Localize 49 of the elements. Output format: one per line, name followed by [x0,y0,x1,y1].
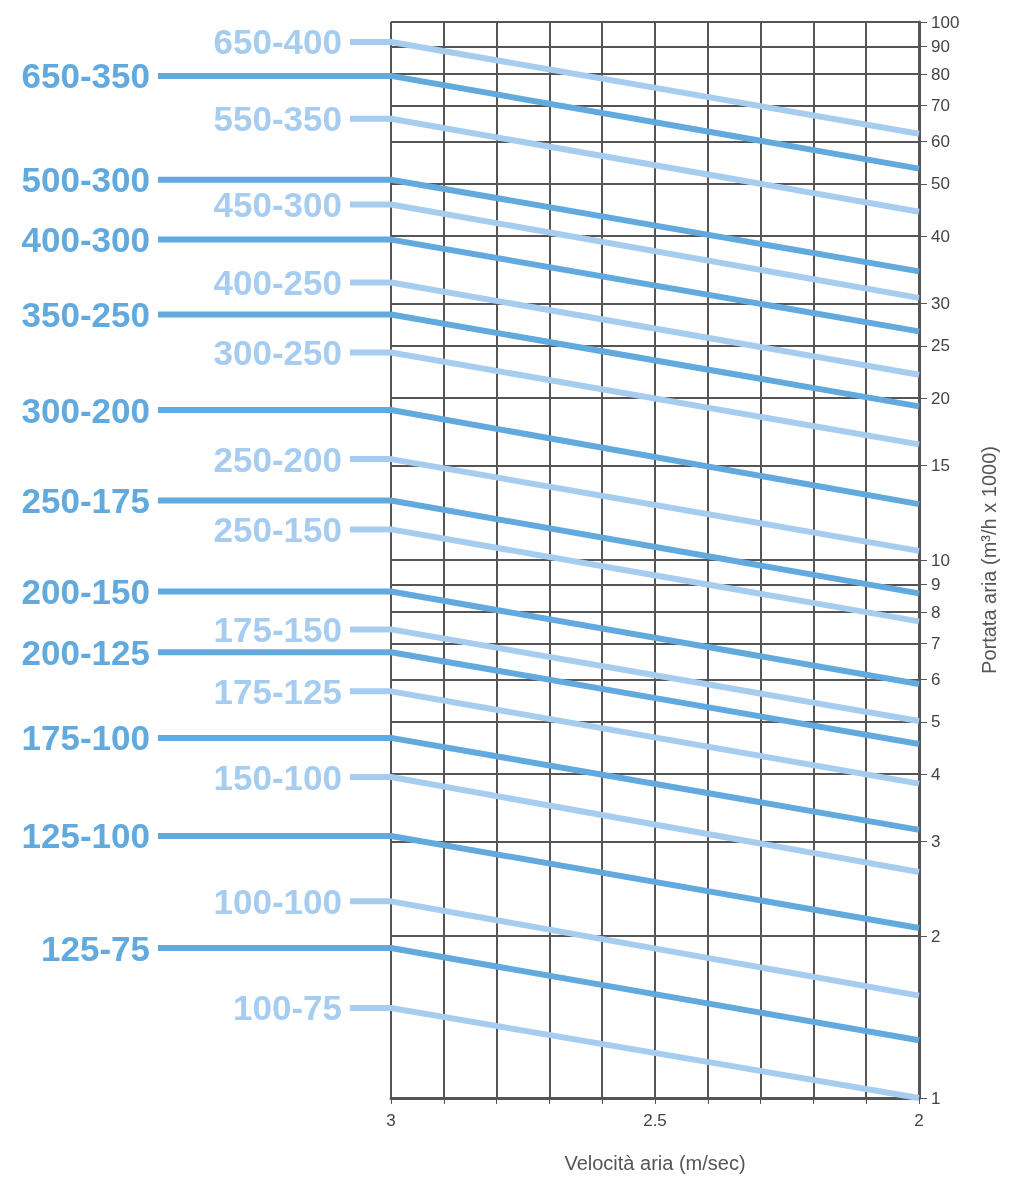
series-label: 250-200 [213,439,342,479]
x-tick-label: 2.5 [643,1111,667,1130]
series-label: 300-200 [21,390,150,430]
series-label: 300-250 [213,333,342,373]
y-tick-label: 50 [931,174,950,194]
y-tick-label: 100 [931,12,960,32]
series-label: 650-350 [21,56,150,96]
series-label: 125-75 [41,928,150,968]
series-label: 100-75 [233,988,342,1028]
y-tick-label: 80 [931,64,950,84]
y-tick-label: 60 [931,131,950,151]
series-label: 200-150 [21,571,150,611]
y-tick-label: 1 [931,1088,941,1108]
x-tick-label: 2 [914,1111,924,1130]
y-tick-label: 10 [931,550,950,570]
y-tick-label: 15 [931,455,950,475]
series-label: 125-100 [21,816,150,856]
y-tick-label: 7 [931,633,941,653]
series-label: 350-250 [21,294,150,334]
series-label: 175-125 [213,671,342,711]
y-tick-label: 5 [931,712,941,732]
series-label: 550-350 [213,99,342,139]
series-label: 175-150 [213,609,342,649]
series-label: 400-300 [21,220,150,260]
series-label: 200-125 [21,632,150,672]
series-label: 250-150 [213,509,342,549]
y-tick-label: 3 [931,831,941,851]
y-tick-label: 6 [931,669,941,689]
series-label: 500-300 [21,160,150,200]
series-label: 650-400 [213,22,342,62]
series-label: 250-175 [21,481,150,520]
x-tick-label: 3 [386,1111,396,1130]
y-tick-label: 9 [931,575,941,595]
series-label: 150-100 [213,757,342,797]
y-tick-label: 4 [931,764,941,784]
y-tick-label: 90 [931,37,950,57]
y-tick-label: 2 [931,926,941,946]
x-axis-title: Velocità aria (m/sec) [564,1152,746,1174]
y-tick-label: 20 [931,388,950,408]
series-label: 450-300 [213,184,342,224]
y-tick-label: 70 [931,95,950,115]
series-label: 400-250 [213,262,342,302]
y-tick-label: 30 [931,293,950,313]
y-tick-label: 40 [931,226,950,246]
series-label: 100-100 [213,881,342,921]
series-label: 175-100 [21,718,150,758]
y-tick-label: 8 [931,602,941,622]
y-tick-label: 25 [931,336,950,356]
y-axis-title: Portata aria (m³/h x 1000) [978,446,1000,674]
